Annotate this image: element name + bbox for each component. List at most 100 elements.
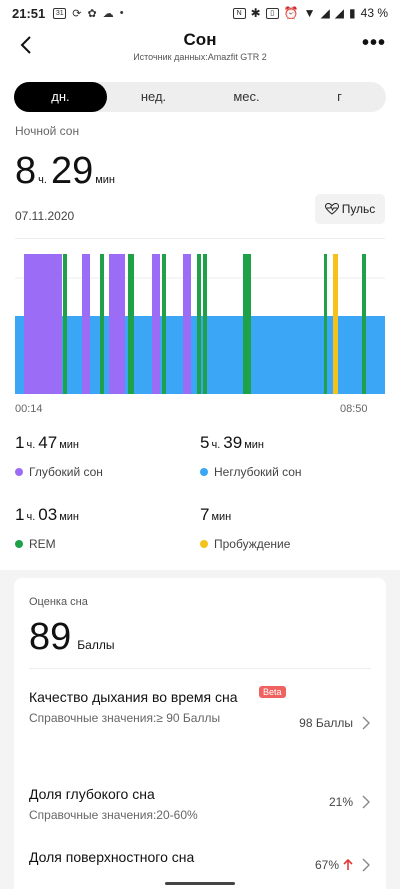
awake-bar: [333, 254, 338, 394]
rem-bar: [243, 254, 251, 394]
data-source: Источник данных:Amazfit GTR 2: [133, 52, 267, 62]
stat-value: 47: [38, 433, 58, 452]
vibrate-icon: ▯: [265, 7, 279, 19]
stat-label: Пробуждение: [214, 537, 291, 551]
tab-day[interactable]: дн.: [14, 82, 107, 112]
tab-month[interactable]: мес.: [233, 89, 260, 104]
fan-icon: ✿: [87, 7, 97, 20]
rem-bar: [197, 254, 201, 394]
stat-awake: 7 мин Пробуждение: [200, 505, 290, 551]
sleep-duration: 8 ч. 29 мин: [15, 150, 119, 193]
stat-value: 39: [223, 433, 243, 452]
tab-week[interactable]: нед.: [140, 89, 167, 104]
stat-value: 7: [200, 505, 210, 524]
score-value: 89: [29, 616, 72, 658]
pulse-button-label: Пульс: [341, 202, 376, 216]
back-arrow-icon[interactable]: [16, 34, 38, 56]
rem-bar: [362, 254, 366, 394]
deep-sleep-bar: [82, 254, 90, 394]
status-icons-left: 31 ⟳ ✿ ☁ •: [53, 7, 124, 20]
page-title: Сон: [183, 30, 217, 49]
row-breathing-quality[interactable]: Качество дыхания во время сна Beta Справ…: [29, 686, 371, 730]
duration-hours: 8: [15, 150, 37, 192]
stat-unit: мин: [211, 511, 232, 523]
row-title: Качество дыхания во время сна: [29, 689, 238, 705]
stat-unit: ч.: [211, 439, 221, 451]
more-options-icon[interactable]: •••: [361, 32, 386, 54]
status-icons-right: N ✱ ▯ ⏰ ▼ ◢ ◢ ▮ 43 %: [232, 6, 388, 20]
stat-value: 5: [200, 433, 210, 452]
rem-bar: [63, 254, 67, 394]
beta-badge: Beta: [259, 686, 286, 698]
bluetooth-icon: ✱: [250, 6, 261, 20]
divider: [29, 668, 371, 669]
calendar-icon: 31: [53, 7, 67, 19]
awake-dot: [200, 540, 208, 548]
tab-year[interactable]: г: [337, 89, 342, 104]
chart-end-time: 08:50: [340, 403, 368, 415]
period-tabs: дн. нед. мес. г: [14, 82, 386, 112]
deep-sleep-bar: [109, 254, 125, 394]
night-sleep-label: Ночной сон: [15, 124, 80, 138]
heart-pulse-icon: [324, 203, 339, 215]
chart-start-time: 00:14: [15, 403, 43, 415]
stat-unit: мин: [59, 511, 79, 523]
rem-bar: [128, 254, 134, 394]
row-light-sleep-share[interactable]: Доля поверхностного сна 67%: [29, 848, 371, 872]
header: Сон Источник данных:Amazfit GTR 2 •••: [0, 28, 400, 68]
stat-unit: мин: [59, 439, 79, 451]
row-value: 21%: [328, 795, 353, 809]
stat-deep-sleep: 1 ч. 47 мин Глубокий сон: [15, 433, 103, 479]
chevron-right-icon: [362, 716, 370, 730]
row-title: Доля поверхностного сна: [29, 849, 195, 865]
score-unit: Баллы: [77, 638, 115, 652]
deep-sleep-bar: [24, 254, 62, 394]
rem-bar: [203, 254, 207, 394]
hours-unit: ч.: [38, 174, 47, 186]
chevron-right-icon: [362, 795, 370, 809]
stat-label: Неглубокий сон: [214, 465, 302, 479]
row-subtitle: Справочные значения:≥ 90 Баллы: [29, 711, 221, 725]
light-sleep-dot: [200, 468, 208, 476]
rem-dot: [15, 540, 23, 548]
home-indicator: [165, 882, 235, 885]
nfc-icon: N: [232, 7, 246, 19]
stat-unit: ч.: [26, 511, 36, 523]
dot-icon: •: [119, 7, 124, 19]
score-label: Оценка сна: [29, 596, 88, 608]
sleep-score: 89 Баллы: [29, 616, 114, 659]
signal-icon: ◢: [320, 6, 330, 20]
row-value: 98 Баллы: [299, 716, 353, 730]
stat-unit: ч.: [26, 439, 36, 451]
stat-rem: 1 ч. 03 мин REM: [15, 505, 82, 551]
sleep-date: 07.11.2020: [15, 209, 75, 223]
status-bar: 21:51 31 ⟳ ✿ ☁ • N ✱ ▯ ⏰ ▼ ◢ ◢ ▮ 43 %: [0, 0, 400, 26]
stat-value: 03: [38, 505, 58, 524]
stat-value: 1: [15, 505, 25, 524]
row-title: Доля глубокого сна: [29, 786, 155, 802]
arrow-up-icon: [343, 859, 353, 870]
status-time: 21:51: [12, 5, 46, 21]
stat-value: 1: [15, 433, 25, 452]
battery-icon: ▮: [349, 6, 356, 20]
deep-sleep-bar: [183, 254, 191, 394]
stat-label: REM: [29, 537, 56, 551]
row-value: 67%: [314, 858, 339, 872]
sleep-stages-chart: [15, 238, 385, 394]
rem-bar: [162, 254, 166, 394]
row-deep-sleep-share[interactable]: Доля глубокого сна Справочные значения:2…: [29, 785, 371, 823]
alarm-icon: ⏰: [283, 6, 299, 20]
wifi-icon: ▼: [303, 6, 316, 20]
rem-bar: [324, 254, 327, 394]
cloud-icon: ☁: [102, 7, 114, 20]
deep-sleep-dot: [15, 468, 23, 476]
stat-label: Глубокий сон: [29, 465, 103, 479]
battery-percent: 43 %: [360, 6, 388, 20]
deep-sleep-bar: [152, 254, 160, 394]
chevron-right-icon: [362, 858, 370, 872]
row-subtitle: Справочные значения:20-60%: [29, 808, 198, 822]
pulse-button[interactable]: Пульс: [315, 194, 385, 224]
minutes-unit: мин: [95, 174, 116, 186]
stat-light-sleep: 5 ч. 39 мин Неглубокий сон: [200, 433, 302, 479]
signal-icon-2: ◢: [334, 6, 345, 20]
